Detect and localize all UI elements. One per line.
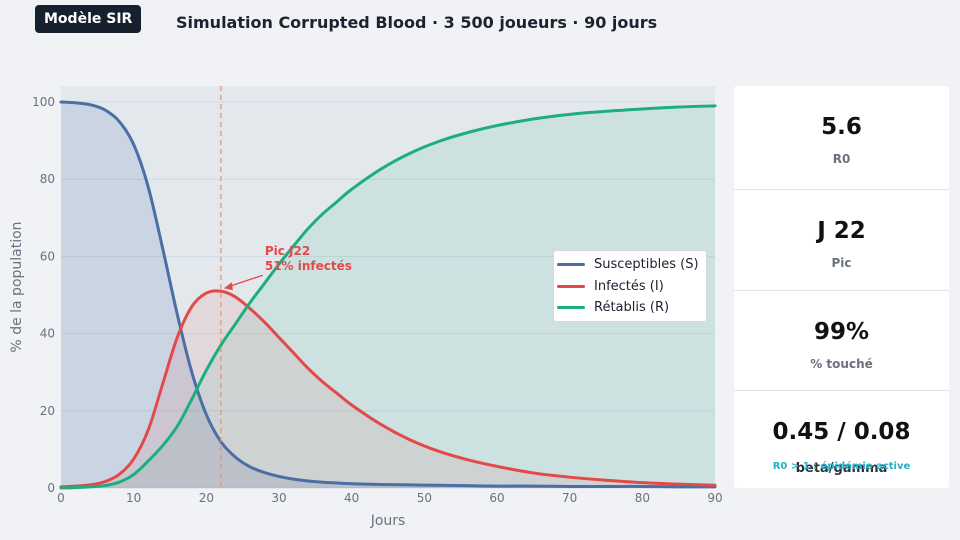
peak-annotation-line-1: Pic J22	[265, 244, 310, 258]
stats-panel: 5.6 R0 J 22 Pic 99% % touché 0.45 / 0.08…	[734, 86, 949, 488]
x-tick-50: 50	[417, 491, 432, 505]
x-tick-90: 90	[707, 491, 722, 505]
stat-card-touched: 99% % touché	[734, 291, 949, 391]
x-tick-80: 80	[635, 491, 650, 505]
y-tick-40: 40	[40, 327, 55, 341]
x-tick-10: 10	[126, 491, 141, 505]
y-tick-labels: 0 20 40 60 80 100	[32, 95, 55, 495]
line-s	[59, 100, 717, 489]
stat-label-peak: Pic	[831, 256, 852, 270]
stat-value-params: 0.45 / 0.08	[772, 419, 911, 445]
series-lines	[59, 100, 717, 490]
area-s	[61, 102, 715, 488]
model-badge: Modèle SIR	[35, 5, 142, 33]
legend-label-s: Susceptibles (S)	[594, 257, 699, 272]
legend-item-r: Rétablis (R)	[557, 298, 669, 318]
x-axis-label: Jours	[370, 513, 406, 529]
y-tick-20: 20	[40, 404, 55, 418]
stat-label-touched: % touché	[810, 357, 873, 371]
line-i	[59, 289, 717, 489]
line-r	[59, 104, 717, 490]
stat-label-params: beta/gamma	[795, 461, 888, 476]
peak-annotation-line-2: 51% infectés	[265, 259, 352, 273]
peak-arrow-head	[223, 282, 233, 291]
y-tick-60: 60	[40, 249, 55, 263]
stat-card-params: 0.45 / 0.08 beta/gamma R0 > 1 : épidémie…	[734, 391, 949, 488]
y-axis-label: % de la population	[9, 221, 25, 352]
x-tick-70: 70	[562, 491, 577, 505]
stat-value-r0: 5.6	[821, 114, 862, 140]
legend-label-i: Infectés (I)	[594, 279, 664, 294]
legend-swatch-s	[557, 263, 585, 266]
x-tick-30: 30	[271, 491, 286, 505]
legend-item-s: Susceptibles (S)	[557, 255, 699, 275]
x-tick-40: 40	[344, 491, 359, 505]
legend-item-i: Infectés (I)	[557, 277, 664, 297]
chart-legend: Susceptibles (S) Infectés (I) Rétablis (…	[553, 250, 707, 322]
y-tick-100: 100	[32, 95, 55, 109]
y-tick-0: 0	[47, 481, 55, 495]
stat-value-touched: 99%	[813, 319, 870, 345]
legend-swatch-r	[557, 306, 585, 309]
page-title: Simulation Corrupted Blood · 3 500 joueu…	[176, 13, 658, 32]
legend-swatch-i	[557, 285, 585, 288]
stat-card-r0: 5.6 R0	[734, 86, 949, 190]
stat-card-peak: J 22 Pic	[734, 190, 949, 291]
stat-value-peak: J 22	[817, 218, 866, 244]
x-tick-0: 0	[57, 491, 65, 505]
legend-label-r: Rétablis (R)	[594, 300, 670, 315]
x-tick-labels: 0 10 20 30 40 50 60 70 80 90	[57, 491, 722, 505]
stat-note-params: R0 > 1 : épidémie active	[772, 461, 911, 472]
x-tick-20: 20	[199, 491, 214, 505]
area-r	[61, 105, 715, 489]
stat-label-r0: R0	[832, 152, 851, 166]
x-tick-60: 60	[489, 491, 504, 505]
peak-arrow	[226, 274, 264, 288]
y-tick-80: 80	[40, 172, 55, 186]
